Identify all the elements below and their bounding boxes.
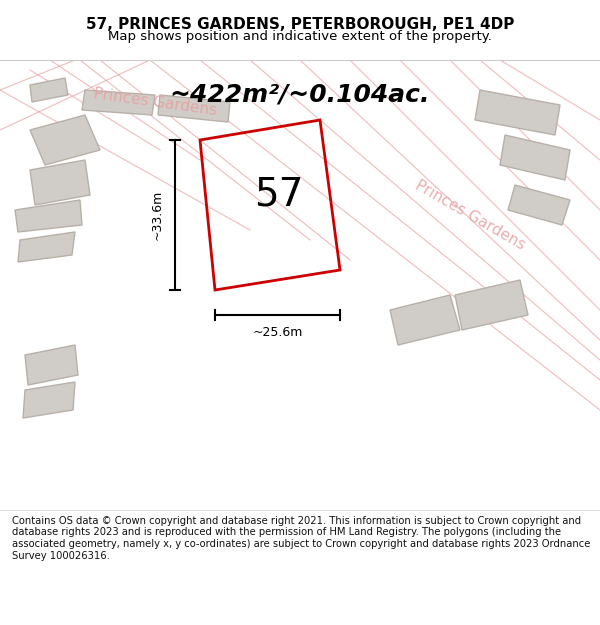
Polygon shape [23, 382, 75, 418]
Polygon shape [82, 90, 155, 115]
Polygon shape [30, 160, 90, 205]
Text: 57: 57 [254, 176, 304, 214]
Polygon shape [500, 135, 570, 180]
Polygon shape [18, 232, 75, 262]
Text: Map shows position and indicative extent of the property.: Map shows position and indicative extent… [108, 30, 492, 43]
Text: ~25.6m: ~25.6m [253, 326, 302, 339]
Text: Princes Gardens: Princes Gardens [412, 177, 527, 252]
Polygon shape [158, 95, 230, 122]
Text: Princes Gardens: Princes Gardens [92, 86, 218, 118]
Polygon shape [30, 78, 68, 102]
Polygon shape [455, 280, 528, 330]
Polygon shape [15, 200, 82, 232]
Polygon shape [390, 295, 460, 345]
Text: 57, PRINCES GARDENS, PETERBOROUGH, PE1 4DP: 57, PRINCES GARDENS, PETERBOROUGH, PE1 4… [86, 17, 514, 32]
Text: ~422m²/~0.104ac.: ~422m²/~0.104ac. [170, 83, 430, 107]
Polygon shape [30, 115, 100, 165]
Polygon shape [475, 90, 560, 135]
Text: Contains OS data © Crown copyright and database right 2021. This information is : Contains OS data © Crown copyright and d… [12, 516, 590, 561]
Text: ~33.6m: ~33.6m [151, 190, 163, 240]
Polygon shape [25, 345, 78, 385]
Polygon shape [508, 185, 570, 225]
